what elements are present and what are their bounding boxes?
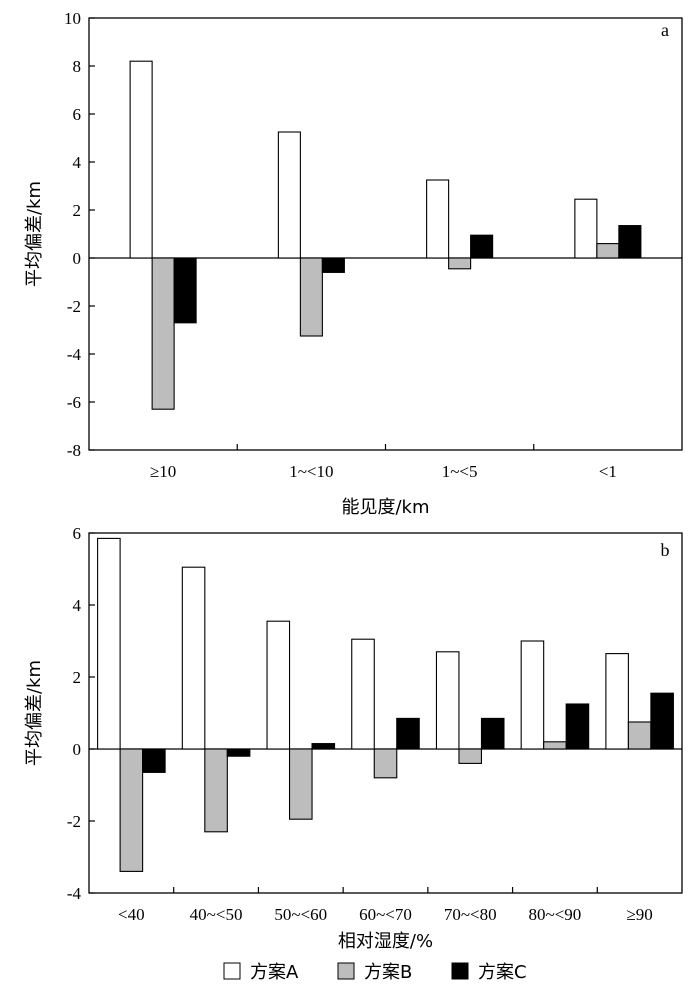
chart-panel-a: 10 8 6 4 2 0 -2 -4 -6 -8 ≥10 1~<10 1~<5 <1 能见度/km 平均偏差/… [24, 9, 683, 518]
panel-a-bar-series-b [151, 257, 175, 410]
panel-b-letter: b [661, 540, 670, 560]
panel-b-x-tick-label: ≥90 [626, 905, 652, 924]
legend-label-a: 方案A [250, 962, 299, 983]
legend-swatch-a [223, 962, 241, 980]
panel-a-y-tick-label: -4 [67, 345, 82, 364]
panel-b-bar-series-b [627, 721, 652, 750]
panel-a-y-tick-label: -2 [67, 297, 81, 316]
panel-a-bar-series-a [129, 60, 153, 259]
panel-a-y-tick-label: 6 [73, 105, 82, 124]
panel-a-bar-series-b [596, 243, 620, 259]
panel-b-y-tick-label: -4 [67, 884, 82, 903]
panel-b-x-tick-label: <40 [118, 905, 145, 924]
panel-a-bar-series-c [470, 234, 494, 259]
panel-a-bar-series-a [277, 131, 301, 259]
panel-b-bar-series-c [142, 748, 166, 773]
panel-a-x-axis-title: 能见度/km [341, 497, 429, 518]
panel-b-y-tick-label: 0 [73, 740, 82, 759]
panel-b-plot-frame [88, 532, 683, 894]
legend: 方案A 方案B 方案C [223, 962, 527, 983]
panel-a-y-tick-label: 10 [64, 9, 81, 28]
panel-b-bar-series-b [543, 741, 567, 750]
panel-b-y-tick-label: 6 [73, 524, 82, 543]
legend-label-b: 方案B [364, 962, 412, 983]
panel-b-bar-series-c [480, 717, 505, 750]
chart-panel-b: 6 4 2 0 -2 -4 <40 40~<50 50~<60 60~<70 70~<80 80~<9… [24, 524, 683, 952]
panel-b-bar-series-a [435, 651, 460, 750]
panel-a-bar-series-b [299, 257, 323, 337]
legend-swatch-c [451, 962, 469, 980]
panel-b-bar-series-b [288, 748, 313, 820]
panel-b-bar-series-b [204, 748, 228, 833]
panel-a-bar-series-c [618, 225, 642, 259]
panel-b-bar-series-a [266, 620, 291, 750]
panel-b-bar-series-b [119, 748, 144, 872]
panel-b-bar-series-b [458, 748, 483, 764]
panel-b-bar-series-a [605, 653, 629, 750]
panel-b-bar-series-c [311, 743, 336, 750]
panel-b-x-tick-label: 70~<80 [444, 905, 497, 924]
panel-a-bar-series-b [448, 257, 472, 270]
panel-a-bar-series-c [321, 257, 345, 273]
panel-a-y-tick-label: 2 [73, 201, 82, 220]
panel-a-y-tick-label: 0 [73, 249, 82, 268]
panel-b-y-axis-title: 平均偏差/km [24, 660, 45, 766]
panel-b-x-tick-label: 60~<70 [359, 905, 412, 924]
panel-a-bar-series-a [426, 179, 450, 259]
panel-b-bar-series-a [351, 638, 375, 750]
panel-b-bar-series-c [226, 748, 251, 757]
panel-b-y-tick-label: 4 [73, 596, 82, 615]
panel-a-y-tick-label: -8 [67, 441, 81, 460]
panel-b-x-tick-label: 80~<90 [529, 905, 582, 924]
panel-b-bar-series-a [181, 566, 206, 750]
panel-b-bar-series-a [97, 537, 121, 750]
panel-a-y-tick-label: 4 [73, 153, 82, 172]
panel-b-y-tick-label: 2 [73, 668, 82, 687]
panel-a-y-axis-title: 平均偏差/km [24, 181, 45, 287]
panel-a-x-tick-label: ≥10 [150, 462, 176, 481]
panel-a-y-tick-label: 8 [73, 57, 82, 76]
legend-label-c: 方案C [478, 962, 527, 983]
panel-b-x-tick-label: 50~<60 [274, 905, 327, 924]
panel-b-x-axis-title: 相对湿度/% [338, 931, 433, 952]
panel-a-bar-series-c [173, 257, 197, 324]
panel-b-y-tick-label: -2 [67, 812, 81, 831]
panel-a-x-tick-label: 1~<5 [442, 462, 478, 481]
legend-swatch-b [337, 962, 355, 980]
panel-b-bar-series-a [520, 640, 545, 750]
panel-a-x-tick-label: 1~<10 [289, 462, 333, 481]
panel-b-x-tick-label: 40~<50 [190, 905, 243, 924]
panel-a-letter: a [661, 20, 669, 40]
panel-b-bar-series-b [373, 748, 398, 779]
panel-a-y-tick-label: -6 [67, 393, 81, 412]
panel-a-bar-series-a [574, 198, 598, 259]
panel-b-bar-series-c [396, 717, 420, 750]
panel-b-bar-series-c [565, 703, 590, 750]
panel-a-x-tick-label: <1 [599, 462, 617, 481]
panel-b-bar-series-c [650, 692, 674, 750]
